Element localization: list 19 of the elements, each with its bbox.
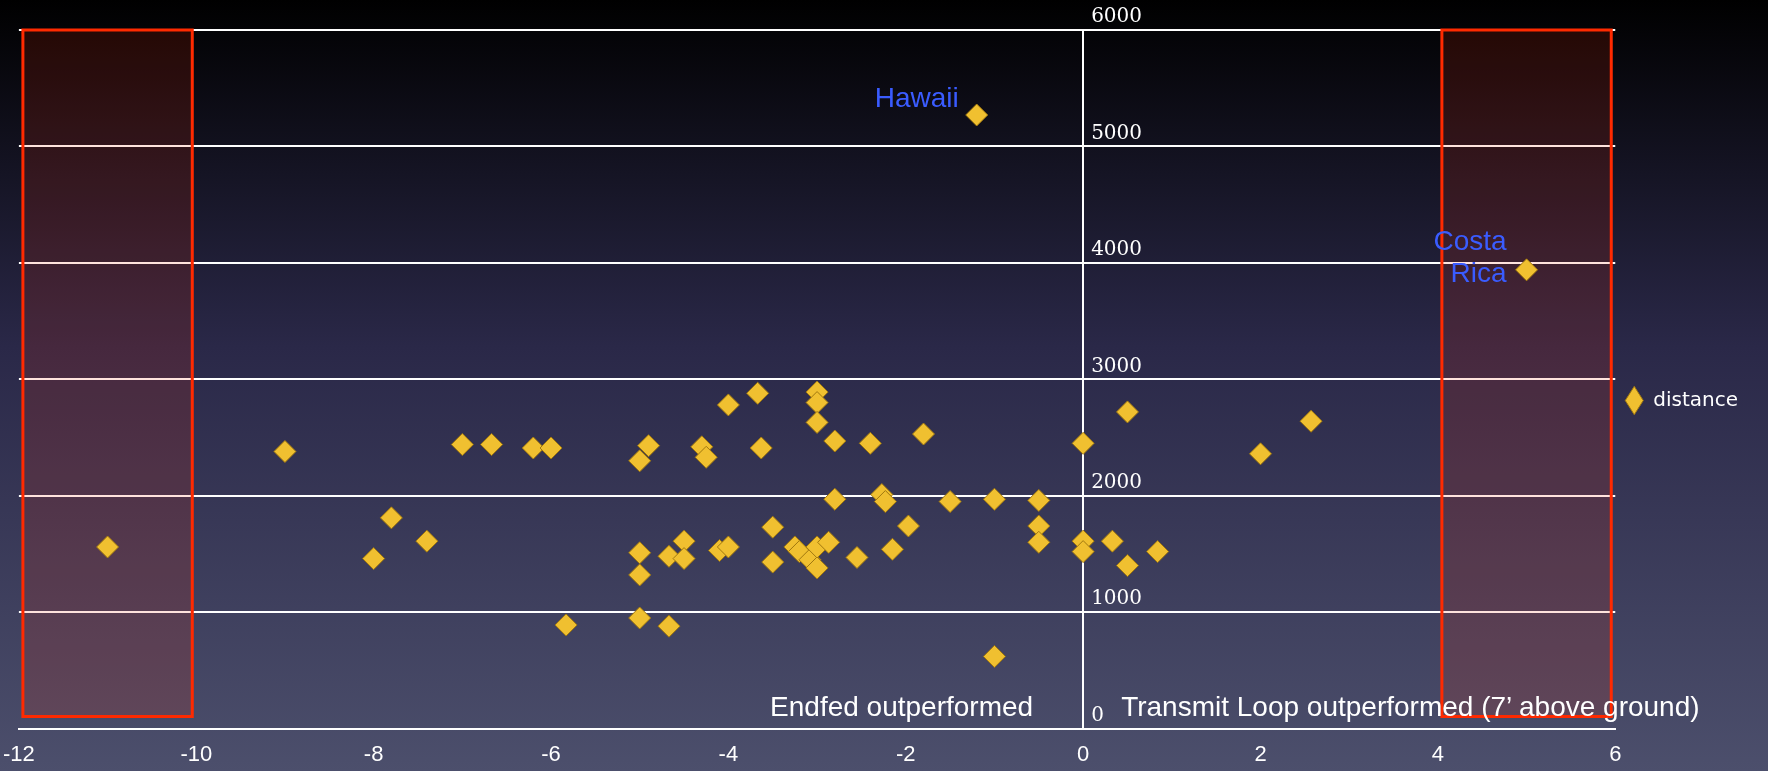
y-tick-label: 5000 (1091, 119, 1143, 144)
legend-label: distance (1653, 386, 1738, 411)
y-tick-label: 3000 (1091, 352, 1143, 377)
y-tick-label: 1000 (1091, 585, 1143, 610)
x-tick-label: 4 (1431, 740, 1445, 766)
y-tick-label: 6000 (1091, 3, 1143, 28)
x-tick-label: -12 (3, 740, 35, 766)
x-tick-label: -10 (180, 740, 213, 766)
x-tick-label: 2 (1254, 740, 1267, 766)
annotation: Endfed outperformed (770, 691, 1034, 723)
y-tick-label: 2000 (1091, 468, 1143, 493)
x-tick-label: 6 (1609, 740, 1622, 766)
y-tick-label: 0 (1091, 701, 1104, 726)
x-tick-label: -4 (718, 740, 739, 766)
x-tick-label: -6 (541, 740, 561, 766)
y-tick-label: 4000 (1091, 236, 1143, 261)
x-tick-label: -8 (363, 740, 384, 766)
annotation: Hawaii (874, 81, 959, 113)
x-tick-label: -2 (895, 740, 916, 766)
